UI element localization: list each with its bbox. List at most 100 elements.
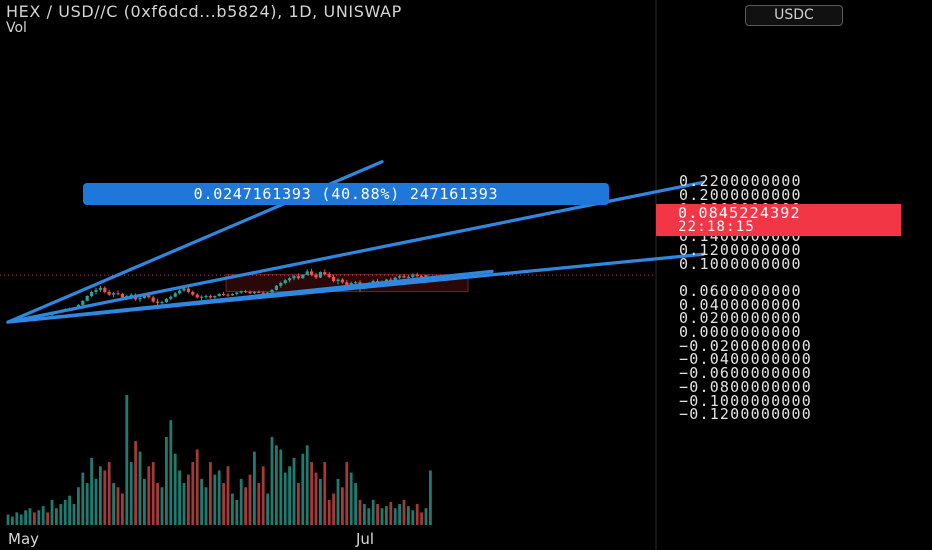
candle-body bbox=[274, 285, 278, 290]
candle-body bbox=[164, 298, 168, 303]
candle-body bbox=[345, 282, 349, 286]
price-tick-label: −0.1200000000 bbox=[679, 405, 812, 424]
candle-body bbox=[112, 293, 116, 295]
volume-bar bbox=[68, 495, 71, 525]
volume-bar bbox=[11, 516, 14, 525]
volume-bar bbox=[72, 504, 76, 525]
candle-body bbox=[389, 279, 393, 281]
volume-bar bbox=[165, 436, 168, 525]
volume-bar bbox=[217, 470, 221, 525]
volume-bar bbox=[116, 487, 120, 525]
symbol-title[interactable]: HEX / USD//C (0xf6dcd...b5824), 1D, UNIS… bbox=[6, 2, 402, 21]
candle-body bbox=[305, 271, 309, 275]
volume-bar bbox=[24, 510, 27, 525]
candle-body bbox=[318, 272, 322, 278]
candle-body bbox=[402, 276, 406, 278]
candle-body bbox=[151, 297, 155, 302]
currency-button[interactable]: USDC bbox=[745, 5, 843, 26]
measure-label: 0.0247161393 (40.88%) 247161393 bbox=[83, 183, 609, 205]
candle-body bbox=[411, 274, 415, 277]
volume-bar bbox=[424, 508, 428, 525]
volume-bar bbox=[248, 474, 252, 525]
volume-bar bbox=[107, 462, 111, 525]
volume-bar bbox=[275, 445, 278, 525]
candle-body bbox=[204, 296, 208, 298]
volume-bar bbox=[213, 474, 217, 525]
volume-bar bbox=[37, 510, 41, 525]
volume-bar bbox=[376, 504, 379, 525]
volume-bar bbox=[244, 487, 247, 525]
volume-bar bbox=[204, 487, 208, 525]
volume-bar bbox=[292, 457, 296, 525]
candle-body bbox=[279, 282, 283, 286]
volume-bar bbox=[429, 470, 432, 525]
candle-body bbox=[226, 294, 230, 296]
volume-bar bbox=[121, 493, 124, 525]
volume-bar bbox=[389, 501, 393, 525]
volume-bar bbox=[363, 504, 366, 525]
volume-bar bbox=[314, 472, 318, 525]
time-label-may: May bbox=[8, 530, 40, 548]
volume-bar bbox=[182, 483, 186, 525]
candle-body bbox=[393, 277, 397, 281]
volume-bar bbox=[178, 470, 181, 525]
volume-bar bbox=[371, 499, 375, 525]
volume-bar bbox=[341, 487, 344, 525]
volume-bar bbox=[59, 504, 63, 525]
candle-body bbox=[239, 291, 243, 293]
last-price-value: 0.0845224392 bbox=[678, 204, 801, 222]
candle-body bbox=[107, 291, 111, 295]
volume-bar bbox=[143, 478, 146, 525]
candle-body bbox=[257, 291, 261, 293]
volume-bar bbox=[173, 453, 177, 525]
volume-bar bbox=[349, 472, 353, 525]
candle-body bbox=[248, 291, 252, 294]
volume-bar bbox=[367, 508, 371, 525]
volume-bar bbox=[222, 483, 225, 525]
volume-bar bbox=[209, 462, 212, 525]
volume-bar bbox=[345, 462, 349, 525]
candle-body bbox=[283, 280, 287, 283]
price-tick-label: 0.0000000000 bbox=[679, 323, 802, 341]
candle-body bbox=[169, 296, 173, 299]
volume-bar bbox=[138, 451, 142, 525]
volume-bar bbox=[103, 470, 107, 525]
volume-bar bbox=[393, 508, 397, 525]
candle-body bbox=[336, 279, 340, 281]
trendline bbox=[6, 269, 494, 324]
volume-bar bbox=[50, 499, 54, 525]
candle-body bbox=[354, 282, 358, 284]
volume-bar bbox=[156, 483, 159, 525]
candle-body bbox=[186, 288, 190, 292]
volume-bar bbox=[261, 466, 265, 525]
price-tick-label: −0.0600000000 bbox=[679, 364, 812, 383]
volume-bar bbox=[195, 449, 199, 525]
volume-bar bbox=[319, 478, 322, 525]
price-tick-label: 0.0200000000 bbox=[679, 309, 802, 328]
volume-bar bbox=[33, 512, 36, 525]
volume-bar bbox=[336, 478, 340, 525]
volume-bar bbox=[301, 453, 305, 525]
bar-countdown: 22:18:15 bbox=[678, 219, 756, 235]
candle-body bbox=[349, 282, 353, 286]
candle-body bbox=[156, 301, 160, 303]
candle-body bbox=[252, 291, 256, 294]
volume-bar bbox=[147, 466, 151, 525]
volume-bar bbox=[226, 466, 230, 525]
volume-bar bbox=[398, 504, 401, 525]
volume-bar bbox=[385, 506, 388, 525]
price-tick-label: −0.0200000000 bbox=[679, 336, 812, 355]
volume-bar bbox=[77, 487, 80, 525]
candle-body bbox=[191, 291, 195, 295]
volume-bar bbox=[415, 504, 419, 525]
volume-bar bbox=[253, 451, 256, 525]
volume-bar bbox=[134, 441, 137, 525]
volume-bar bbox=[380, 508, 384, 525]
candle-body bbox=[296, 276, 300, 279]
volume-bar bbox=[19, 514, 23, 525]
volume-bar bbox=[257, 483, 261, 525]
candle-body bbox=[398, 276, 402, 278]
candle-body bbox=[244, 291, 248, 293]
volume-bar bbox=[266, 493, 269, 525]
